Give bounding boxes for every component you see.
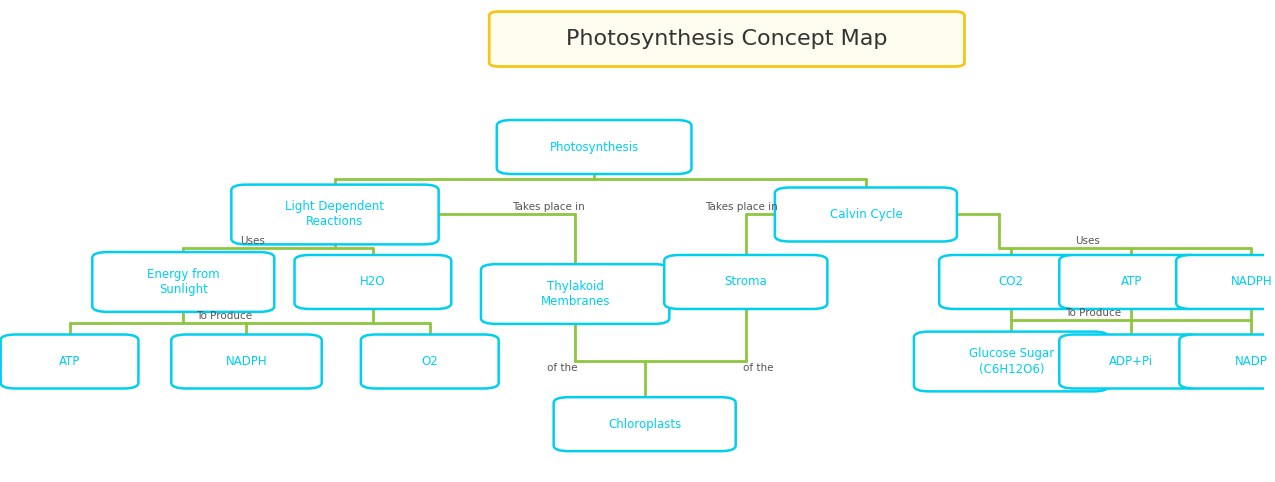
Text: NADP: NADP bbox=[1235, 355, 1267, 368]
Text: Glucose Sugar
(C6H12O6): Glucose Sugar (C6H12O6) bbox=[969, 348, 1054, 375]
Text: NADPH: NADPH bbox=[1230, 276, 1272, 288]
FancyBboxPatch shape bbox=[664, 255, 827, 309]
Text: of the: of the bbox=[547, 363, 578, 373]
FancyBboxPatch shape bbox=[940, 255, 1084, 309]
FancyBboxPatch shape bbox=[553, 397, 736, 451]
Text: O2: O2 bbox=[422, 355, 439, 368]
Text: Stroma: Stroma bbox=[724, 276, 768, 288]
Text: To Produce: To Produce bbox=[196, 311, 252, 321]
FancyBboxPatch shape bbox=[914, 332, 1108, 391]
FancyBboxPatch shape bbox=[92, 252, 274, 312]
FancyBboxPatch shape bbox=[231, 185, 439, 244]
FancyBboxPatch shape bbox=[1177, 255, 1275, 309]
Text: ATP: ATP bbox=[1121, 276, 1142, 288]
FancyBboxPatch shape bbox=[171, 335, 321, 388]
Text: Photosynthesis Concept Map: Photosynthesis Concept Map bbox=[566, 29, 887, 49]
Text: Takes place in: Takes place in bbox=[705, 202, 778, 212]
FancyBboxPatch shape bbox=[1060, 255, 1204, 309]
FancyBboxPatch shape bbox=[490, 12, 964, 67]
Text: ATP: ATP bbox=[59, 355, 80, 368]
Text: Thylakoid
Membranes: Thylakoid Membranes bbox=[541, 280, 609, 308]
Text: Uses: Uses bbox=[1075, 236, 1099, 246]
Text: H2O: H2O bbox=[360, 276, 385, 288]
FancyBboxPatch shape bbox=[497, 120, 691, 174]
Text: Photosynthesis: Photosynthesis bbox=[550, 141, 639, 153]
Text: NADPH: NADPH bbox=[226, 355, 268, 368]
Text: Takes place in: Takes place in bbox=[513, 202, 585, 212]
Text: Light Dependent
Reactions: Light Dependent Reactions bbox=[286, 201, 385, 228]
FancyBboxPatch shape bbox=[481, 264, 669, 324]
FancyBboxPatch shape bbox=[775, 187, 958, 241]
Text: Energy from
Sunlight: Energy from Sunlight bbox=[147, 268, 219, 296]
FancyBboxPatch shape bbox=[1179, 335, 1275, 388]
Text: CO2: CO2 bbox=[998, 276, 1024, 288]
Text: Uses: Uses bbox=[241, 236, 265, 246]
FancyBboxPatch shape bbox=[1060, 335, 1204, 388]
Text: Chloroplasts: Chloroplasts bbox=[608, 418, 681, 430]
FancyBboxPatch shape bbox=[0, 335, 139, 388]
Text: To Produce: To Produce bbox=[1066, 308, 1122, 318]
FancyBboxPatch shape bbox=[295, 255, 451, 309]
Text: of the: of the bbox=[743, 363, 774, 373]
Text: ADP+Pi: ADP+Pi bbox=[1109, 355, 1154, 368]
FancyBboxPatch shape bbox=[361, 335, 499, 388]
Text: Calvin Cycle: Calvin Cycle bbox=[830, 208, 903, 221]
